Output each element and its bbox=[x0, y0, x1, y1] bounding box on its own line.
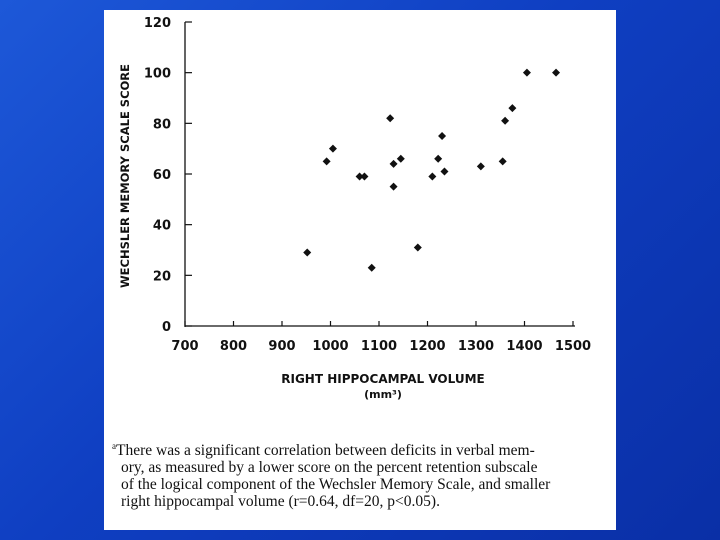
data-point bbox=[367, 263, 376, 272]
data-point bbox=[396, 154, 405, 163]
data-point bbox=[428, 172, 437, 181]
x-tick-label: 1200 bbox=[409, 339, 445, 354]
data-point bbox=[389, 182, 398, 191]
footnote-marker: a bbox=[112, 441, 116, 451]
data-points bbox=[303, 68, 561, 272]
y-tick-label: 0 bbox=[162, 320, 171, 335]
x-tick-label: 1100 bbox=[361, 339, 397, 354]
caption-line: of the logical component of the Wechsler… bbox=[121, 476, 551, 494]
data-point bbox=[508, 104, 517, 113]
y-tick-label: 100 bbox=[144, 67, 171, 82]
figure-card bbox=[104, 10, 616, 530]
data-point bbox=[355, 172, 364, 181]
data-point bbox=[360, 172, 369, 181]
data-point bbox=[413, 243, 422, 252]
data-point bbox=[389, 159, 398, 168]
data-point bbox=[386, 114, 395, 123]
x-tick-label: 1400 bbox=[506, 339, 542, 354]
caption-line: aThere was a significant correlation bet… bbox=[112, 438, 612, 459]
y-tick-label: 40 bbox=[153, 219, 171, 234]
x-tick-label: 1000 bbox=[312, 339, 348, 354]
y-tick-label: 80 bbox=[153, 117, 171, 132]
data-point bbox=[476, 162, 485, 171]
x-tick-label: 700 bbox=[171, 339, 198, 354]
x-tick-label: 1300 bbox=[458, 339, 494, 354]
data-point bbox=[434, 154, 443, 163]
x-axis-label: RIGHT HIPPOCAMPAL VOLUME bbox=[281, 372, 484, 386]
caption-text: There was a significant correlation betw… bbox=[116, 442, 535, 460]
y-axis-label: WECHSLER MEMORY SCALE SCORE bbox=[118, 64, 132, 288]
tick-labels: 0 20 40 60 80 100 120 700 800 900 1000 1100 1200 1300… bbox=[144, 16, 591, 354]
data-point bbox=[303, 248, 312, 257]
data-point bbox=[438, 132, 447, 140]
footnote-caption: aThere was a significant correlation bet… bbox=[112, 438, 612, 510]
data-point bbox=[328, 144, 337, 153]
caption-line: ory, as measured by a lower score on the… bbox=[121, 459, 538, 477]
data-point bbox=[552, 68, 561, 77]
axes bbox=[184, 22, 575, 327]
data-point bbox=[522, 68, 531, 77]
data-point bbox=[440, 167, 449, 176]
data-point bbox=[501, 116, 510, 125]
x-tick-label: 900 bbox=[268, 339, 295, 354]
y-tick-label: 60 bbox=[153, 168, 171, 183]
y-tick-label: 20 bbox=[153, 269, 171, 284]
y-tick-label: 120 bbox=[144, 16, 171, 31]
data-point bbox=[322, 157, 331, 166]
x-tick-label: 1500 bbox=[555, 339, 591, 354]
tick-marks bbox=[184, 21, 574, 327]
caption-line: right hippocampal volume (r=0.64, df=20,… bbox=[121, 493, 440, 511]
x-tick-label: 800 bbox=[220, 339, 247, 354]
x-axis-unit: (mm³) bbox=[364, 388, 402, 401]
data-point bbox=[498, 157, 507, 166]
